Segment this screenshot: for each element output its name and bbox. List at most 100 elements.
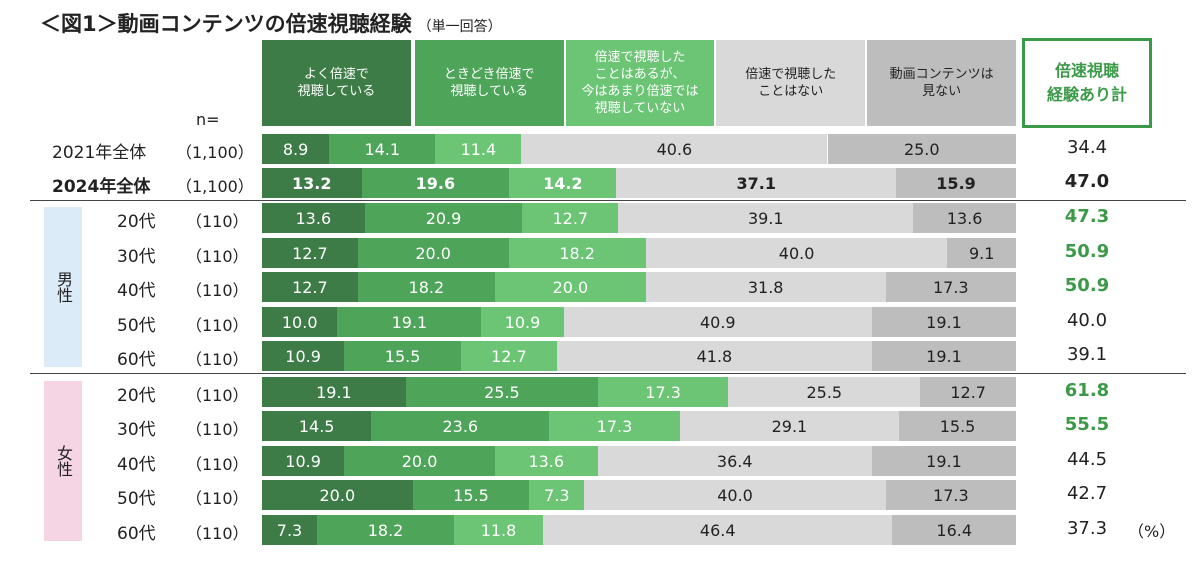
bar-segment: 16.4 (892, 515, 1016, 545)
bar-segment: 12.7 (920, 377, 1016, 407)
group-label-female: 女性 (44, 381, 82, 541)
bar-value-label: 40.0 (717, 485, 753, 505)
bar-value-label: 7.3 (276, 520, 303, 540)
bar-segment: 31.8 (645, 272, 886, 302)
row-n: （110） (186, 420, 249, 439)
unit-label: （%） (1128, 522, 1176, 541)
bar-segment: 17.3 (885, 272, 1016, 302)
legend-header-1: よく倍速で 視聴している (262, 40, 411, 126)
bar-segment: 13.6 (494, 446, 598, 476)
bar-value-label: 20.0 (552, 277, 589, 297)
row-total: 47.0 (1064, 171, 1110, 192)
bar-value-label: 8.9 (282, 139, 309, 159)
row-total: 40.0 (1066, 310, 1108, 331)
bar-segment: 40.9 (563, 307, 872, 337)
bar-segment: 46.4 (542, 515, 893, 545)
row-label: 40代 (117, 281, 156, 301)
bar-segment: 15.5 (412, 480, 530, 510)
legend-header-3: 倍速で視聴した ことはあるが、 今はあまり倍速では 視聴していない (565, 40, 715, 126)
bar-segment: 20.0 (262, 480, 413, 510)
row-total: 50.9 (1064, 275, 1110, 296)
bar-segment: 13.2 (262, 168, 362, 198)
bar-segment: 39.1 (618, 203, 914, 233)
bar-segment: 12.7 (262, 238, 358, 268)
bar-value-label: 18.2 (408, 277, 445, 297)
bar-value-label: 11.8 (480, 520, 517, 540)
bar-value-label: 19.1 (391, 312, 428, 332)
bar-value-label: 11.4 (460, 139, 497, 159)
row-label: 30代 (117, 247, 156, 267)
row-n: （1,100） (176, 177, 254, 196)
bar-value-label: 29.1 (771, 416, 808, 436)
bar-value-label: 19.1 (926, 346, 962, 366)
row-n: （110） (186, 350, 249, 369)
bar-value-label: 39.1 (747, 208, 784, 228)
row-label: 50代 (117, 489, 156, 509)
bar-value-label: 14.1 (364, 139, 401, 159)
legend-header-4: 倍速で視聴した ことはない (716, 40, 866, 126)
bar-value-label: 13.6 (295, 208, 332, 228)
group-separator (30, 200, 1186, 201)
row-label: 20代 (117, 212, 156, 232)
group-separator (30, 373, 1186, 374)
bar-value-label: 19.1 (926, 451, 962, 471)
row-label: 40代 (117, 455, 156, 475)
row-n: （110） (186, 316, 249, 335)
bar-segment: 15.5 (344, 341, 462, 371)
bar-segment: 19.1 (337, 307, 482, 337)
row-total: 47.3 (1064, 206, 1110, 227)
n-label: n= (196, 110, 220, 129)
row-total: 55.5 (1064, 414, 1110, 435)
row-n: （110） (186, 455, 249, 474)
bar-segment: 7.3 (529, 480, 585, 510)
row-label: 2021年全体 (52, 143, 147, 163)
bar-segment: 8.9 (262, 134, 330, 164)
bar-value-label: 37.1 (736, 173, 776, 193)
bar-value-label: 40.9 (699, 312, 736, 332)
bar-segment: 19.1 (871, 307, 1016, 337)
bar-value-label: 20.0 (401, 451, 438, 471)
row-label: 2024年全体 (52, 177, 151, 197)
bar-segment: 10.9 (262, 341, 345, 371)
bar-segment: 11.8 (454, 515, 543, 545)
legend-header-5: 動画コンテンツは 見ない (867, 40, 1016, 126)
bar-segment: 10.9 (481, 307, 564, 337)
bar-value-label: 41.8 (696, 346, 733, 366)
bar-value-label: 10.9 (504, 312, 541, 332)
bar-value-label: 14.5 (298, 416, 335, 436)
bar-segment: 19.6 (361, 168, 510, 198)
bar-segment: 40.0 (645, 238, 948, 268)
bar-value-label: 16.4 (936, 520, 973, 540)
row-label: 30代 (117, 420, 156, 440)
bar-segment: 19.1 (871, 341, 1016, 371)
bar-segment: 17.3 (549, 411, 680, 441)
bar-value-label: 15.9 (936, 173, 976, 193)
bar-segment: 17.3 (885, 480, 1016, 510)
bar-value-label: 19.1 (316, 382, 352, 402)
bar-segment: 14.1 (329, 134, 436, 164)
bar-value-label: 12.7 (292, 277, 328, 297)
chart-title-text: ＜図1＞動画コンテンツの倍速視聴経験 (40, 12, 412, 36)
bar-segment: 7.3 (262, 515, 317, 545)
row-label: 20代 (117, 386, 156, 406)
bar-value-label: 25.0 (903, 139, 940, 159)
bar-value-label: 13.6 (946, 208, 983, 228)
chart-subtitle: （単一回答） (417, 19, 502, 35)
row-total: 39.1 (1066, 344, 1108, 365)
row-label: 60代 (117, 350, 156, 370)
row-total: 37.3 (1066, 518, 1108, 539)
bar-segment: 12.7 (262, 272, 358, 302)
legend-header-2: ときどき倍速で 視聴している (414, 40, 564, 126)
bar-value-label: 17.3 (596, 416, 633, 436)
bar-segment: 19.1 (871, 446, 1016, 476)
bar-value-label: 9.1 (968, 243, 995, 263)
row-total: 61.8 (1064, 380, 1110, 401)
bar-segment: 13.6 (262, 203, 365, 233)
row-n: （110） (186, 489, 249, 508)
bar-segment: 15.9 (896, 168, 1016, 198)
bar-value-label: 46.4 (699, 520, 736, 540)
bar-segment: 37.1 (616, 168, 897, 198)
bar-value-label: 7.3 (544, 485, 570, 505)
bar-segment: 20.0 (357, 238, 509, 268)
